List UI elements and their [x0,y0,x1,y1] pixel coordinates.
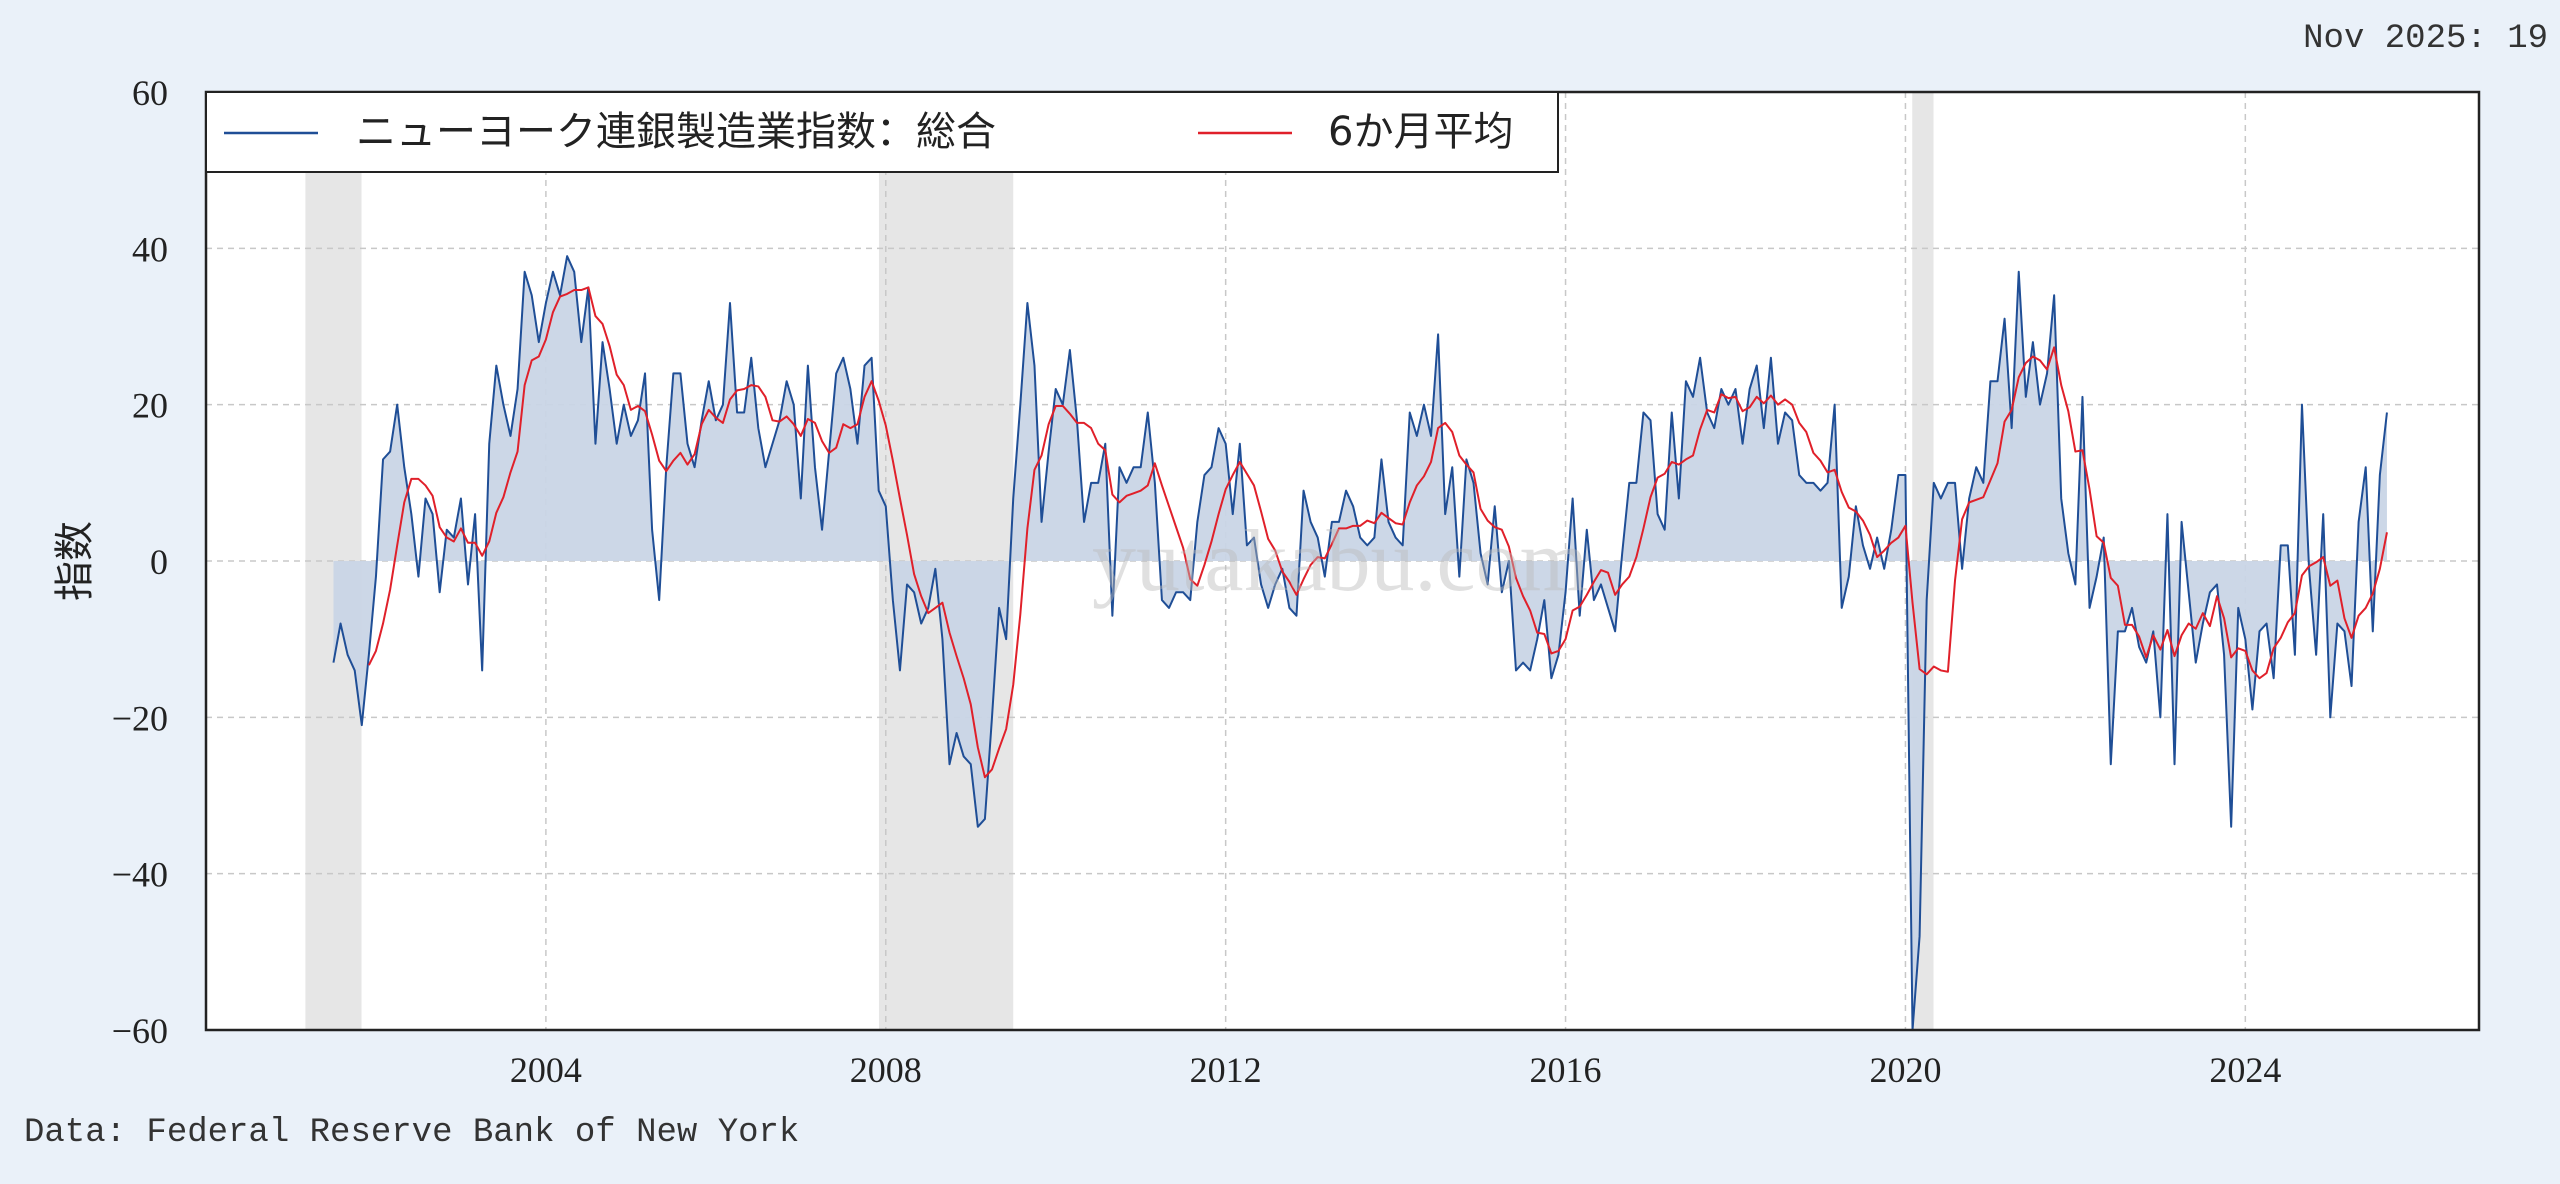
y-tick-label: −20 [112,698,168,738]
legend-label-ma: 6か月平均 [1328,109,1513,155]
x-tick-label: 2012 [1190,1050,1262,1090]
y-tick-label: 60 [132,73,168,113]
legend-label-index: ニューヨーク連銀製造業指数：総合 [356,109,996,155]
x-tick-label: 2016 [1530,1050,1602,1090]
watermark: yutakabu.com [1092,513,1588,610]
y-tick-label: 0 [150,542,168,582]
x-tick-label: 2008 [850,1050,922,1090]
y-tick-label: 40 [132,229,168,269]
axis-ticks: −60 −40 −20 0 20 40 60 2004 2008 2012 2016 2020 2024 [112,73,2282,1090]
source-credit: Data: Federal Reserve Bank of New York [24,1114,800,1152]
series-lines [332,255,2388,1031]
x-tick-label: 2024 [2209,1050,2281,1090]
x-tick-label: 2004 [510,1050,582,1090]
index-fill [333,256,2387,1030]
index-area [333,256,2387,1030]
x-tick-label: 2020 [1869,1050,1941,1090]
index-line [332,255,2388,1031]
y-tick-label: −60 [112,1011,168,1051]
legend: ニューヨーク連銀製造業指数：総合 6か月平均 [205,91,1559,173]
latest-value-label: Nov 2025: 19 [2303,20,2548,58]
y-tick-label: −40 [112,855,168,895]
legend-box [205,91,1559,173]
y-axis-label: 指数 [52,521,98,601]
y-tick-label: 20 [132,386,168,426]
ma-line [367,286,2388,779]
